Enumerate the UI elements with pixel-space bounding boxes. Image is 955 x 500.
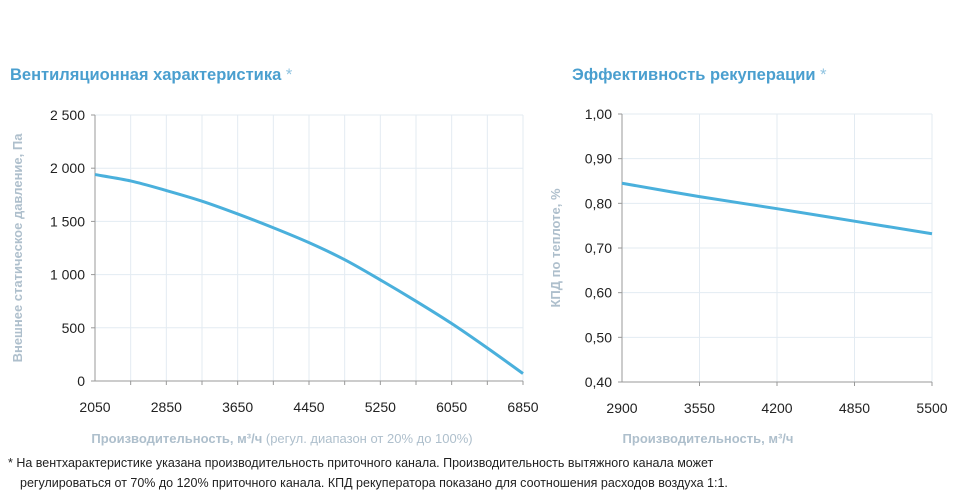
x-axis-label: Производительность, м³/ч (регул. диапазо… [91,431,472,446]
y-tick-label: 500 [62,320,86,336]
y-tick-label: 0,90 [585,151,612,167]
y-tick-label: 0,60 [585,285,612,301]
y-tick-label: 0,40 [585,374,612,390]
x-tick-label: 2850 [151,399,182,415]
series-line [94,173,524,375]
series-line [621,181,933,236]
x-tick-label: 5500 [916,400,947,416]
x-tick-label: 4450 [293,399,324,415]
y-axis-label: КПД по теплоте, % [548,188,563,308]
y-axis-label: Внешнее статическое давление, Па [10,133,25,363]
x-axis-label: Производительность, м³/ч [623,431,794,446]
y-tick-label: 0,70 [585,240,612,256]
y-tick-label: 2 000 [50,160,85,176]
x-tick-label: 4850 [839,400,870,416]
y-tick-label: 1 000 [50,267,85,283]
y-tick-label: 0 [77,373,85,389]
y-tick-label: 1,00 [585,106,612,122]
x-tick-label: 6050 [436,399,467,415]
y-tick-label: 2 500 [50,107,85,123]
y-tick-label: 0,80 [585,195,612,211]
chart-title-recuperation: Эффективность рекуперации * [572,66,827,84]
x-tick-label: 3550 [684,400,715,416]
x-tick-label: 4200 [761,400,792,416]
x-tick-label: 2050 [79,399,110,415]
y-tick-label: 1 500 [50,213,85,229]
footnote-line-2: регулироваться от 70% до 120% приточного… [20,476,728,490]
x-tick-label: 5250 [365,399,396,415]
x-tick-label: 2900 [606,400,637,416]
footnote-line-1: * На вентхарактеристике указана производ… [8,456,714,470]
x-tick-label: 3650 [222,399,253,415]
y-tick-label: 0,50 [585,329,612,345]
chart-title-ventilation: Вентиляционная характеристика * [10,66,293,84]
x-tick-label: 6850 [507,399,538,415]
